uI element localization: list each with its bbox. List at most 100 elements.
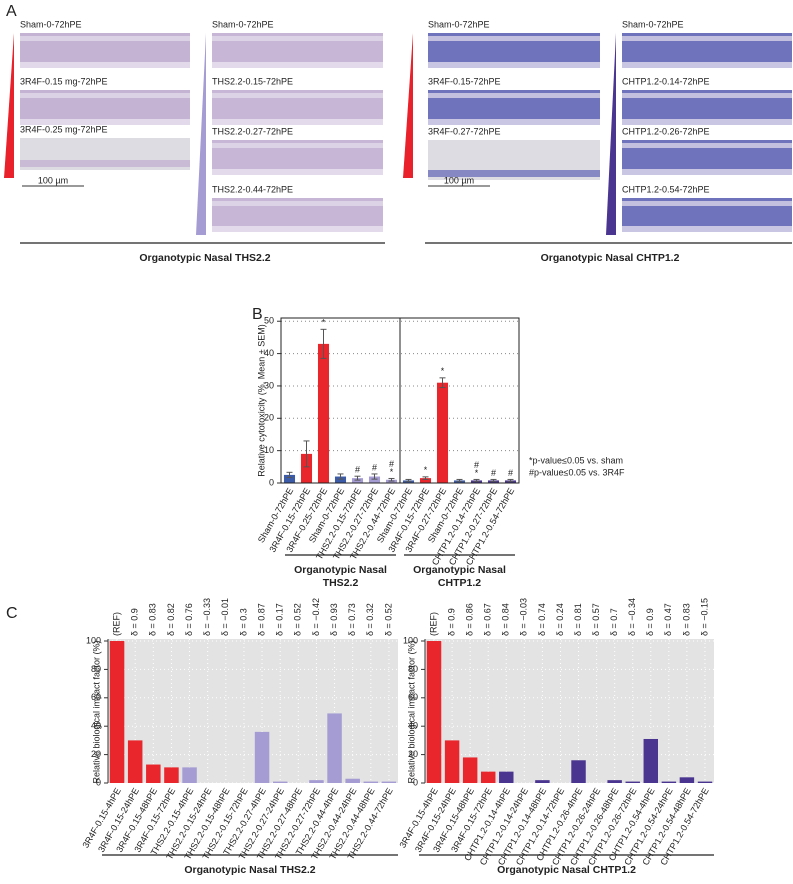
y-tick-label: 30	[264, 380, 274, 390]
bar	[327, 713, 342, 783]
significance-mark: #	[372, 462, 377, 472]
bar	[625, 781, 640, 783]
micrograph-label: Sham-0-72hPE	[622, 19, 684, 29]
micrograph-base	[622, 119, 792, 125]
bar	[499, 771, 514, 783]
micrograph-surface	[212, 201, 383, 206]
micrograph-base	[212, 226, 383, 232]
y-tick-label: 80	[91, 664, 101, 674]
bar	[480, 771, 496, 783]
micrograph-label: Sham-0-72hPE	[20, 19, 82, 29]
bar	[300, 453, 313, 483]
error-bar	[439, 377, 446, 389]
significance-mark: *	[390, 467, 394, 477]
micrograph-base	[622, 169, 792, 175]
micrograph-label: CHTP1.2-0.14-72hPE	[622, 76, 710, 86]
micrograph-base	[212, 119, 383, 125]
bar	[254, 731, 270, 783]
bar	[419, 478, 432, 483]
dose-triangle	[606, 33, 616, 235]
panel-label: A	[6, 3, 17, 20]
bar	[571, 760, 586, 783]
delta-label: δ = −0.01	[220, 598, 230, 636]
micrograph-label: THS2.2-0.44-72hPE	[212, 184, 293, 194]
error-bar	[405, 478, 412, 482]
error-bar	[320, 328, 327, 359]
delta-label: δ = 0.74	[537, 603, 547, 636]
bar	[164, 767, 179, 783]
micrograph-surface	[428, 93, 600, 98]
delta-label: δ = 0.3	[238, 608, 248, 636]
bar	[381, 781, 397, 783]
group-label: Organotypic Nasal THS2.2	[139, 252, 270, 264]
delta-label: δ = −0.42	[311, 598, 321, 636]
group-label: Organotypic Nasal CHTP1.2	[497, 864, 636, 876]
y-tick-label: 0	[96, 777, 101, 787]
y-tick-label: 40	[408, 721, 418, 731]
bar	[283, 474, 296, 483]
bar	[643, 738, 659, 783]
y-axis-label: Relative biological impact factor (%)	[91, 640, 101, 783]
delta-label: δ = −0.03	[519, 598, 529, 636]
micrograph-label: THS2.2-0.27-72hPE	[212, 126, 293, 136]
group-label: Organotypic Nasal CHTP1.2	[541, 252, 680, 264]
error-bar	[456, 478, 463, 482]
y-tick-label: 100	[403, 635, 418, 645]
bar	[272, 781, 288, 783]
error-bar	[422, 476, 429, 480]
bar	[309, 780, 324, 783]
bar	[317, 343, 330, 483]
significance-mark: *	[441, 366, 445, 376]
delta-label: δ = 0.32	[365, 603, 375, 636]
micrograph-surface	[622, 143, 792, 148]
delta-label: (REF)	[428, 612, 438, 636]
bar	[607, 780, 622, 783]
y-axis-label: Relative biological impact factor (%)	[406, 640, 416, 783]
bar	[426, 641, 442, 783]
bar	[444, 740, 460, 783]
delta-label: δ = 0.52	[383, 603, 393, 636]
bar	[368, 476, 381, 483]
delta-label: δ = 0.83	[681, 603, 691, 636]
panel-label: C	[6, 605, 18, 622]
delta-label: δ = 0.83	[148, 603, 158, 636]
significance-mark: *	[475, 468, 479, 478]
group-label: THS2.2	[323, 577, 359, 589]
micrograph-label: THS2.2-0.15-72hPE	[212, 76, 293, 86]
y-tick-label: 10	[264, 445, 274, 455]
micrograph-surface	[20, 93, 190, 98]
dose-triangle	[196, 33, 206, 235]
panel-label: B	[252, 306, 263, 323]
micrograph-tissue	[428, 170, 600, 177]
error-bar	[473, 478, 480, 482]
error-bar	[388, 477, 395, 482]
y-tick-label: 60	[91, 692, 101, 702]
bar	[462, 757, 478, 783]
group-label: CHTP1.2	[438, 577, 481, 589]
delta-label: δ = 0.73	[347, 603, 357, 636]
micrograph-base	[212, 62, 383, 68]
legend-note: *p-value≤0.05 vs. sham	[529, 455, 623, 465]
delta-label: δ = 0.17	[275, 603, 285, 636]
dose-triangle	[403, 33, 413, 178]
error-bar	[507, 478, 514, 482]
delta-label: δ = 0.24	[555, 603, 565, 636]
significance-mark: #	[389, 459, 394, 469]
micrograph-surface	[622, 201, 792, 206]
y-tick-label: 40	[91, 721, 101, 731]
bar	[109, 641, 125, 783]
dose-triangle	[4, 33, 14, 178]
error-bar	[337, 473, 344, 480]
y-tick-label: 0	[413, 777, 418, 787]
bar	[127, 740, 143, 783]
micrograph-surface	[622, 36, 792, 41]
significance-mark: #	[508, 468, 513, 478]
legend-note: #p-value≤0.05 vs. 3R4F	[529, 467, 625, 477]
micrograph-base	[20, 119, 190, 125]
y-tick-label: 80	[408, 664, 418, 674]
micrograph-tissue	[20, 160, 190, 167]
micrograph-base	[428, 119, 600, 125]
micrograph-label: 3R4F-0.27-72hPE	[428, 126, 501, 136]
micrograph-base	[622, 226, 792, 232]
bar	[363, 781, 379, 783]
